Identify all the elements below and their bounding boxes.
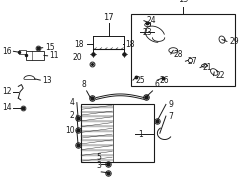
Text: 25: 25 bbox=[135, 76, 145, 85]
Text: 17: 17 bbox=[103, 14, 114, 22]
Text: 13: 13 bbox=[43, 76, 52, 85]
Text: 23: 23 bbox=[143, 28, 152, 37]
Text: 14: 14 bbox=[3, 103, 12, 112]
Text: 18: 18 bbox=[126, 40, 135, 49]
Text: 20: 20 bbox=[72, 53, 82, 62]
Text: 5: 5 bbox=[96, 153, 101, 162]
Text: 28: 28 bbox=[173, 50, 183, 59]
Text: 9: 9 bbox=[168, 100, 173, 109]
Text: 4: 4 bbox=[70, 98, 74, 107]
Bar bbox=[19, 50, 26, 54]
Text: 3: 3 bbox=[96, 161, 101, 170]
Bar bbox=[81, 104, 154, 162]
Text: 21: 21 bbox=[203, 63, 212, 72]
Text: 10: 10 bbox=[65, 126, 74, 135]
Text: 16: 16 bbox=[3, 47, 12, 56]
Text: 8: 8 bbox=[82, 80, 87, 89]
Bar bbox=[26, 51, 44, 60]
Text: 11: 11 bbox=[49, 51, 58, 60]
Text: 19: 19 bbox=[178, 0, 188, 4]
Text: 18: 18 bbox=[75, 40, 84, 49]
Text: 29: 29 bbox=[229, 37, 239, 46]
Text: 26: 26 bbox=[160, 76, 169, 85]
Text: 27: 27 bbox=[188, 57, 197, 66]
Bar bbox=[131, 14, 235, 86]
Text: 12: 12 bbox=[3, 87, 12, 96]
Text: 6: 6 bbox=[155, 80, 160, 89]
Text: 15: 15 bbox=[45, 43, 55, 52]
Text: 24: 24 bbox=[146, 16, 156, 25]
Text: 22: 22 bbox=[216, 71, 225, 80]
Text: 2: 2 bbox=[70, 111, 74, 120]
Text: 7: 7 bbox=[168, 112, 173, 121]
Text: 1: 1 bbox=[138, 130, 142, 139]
